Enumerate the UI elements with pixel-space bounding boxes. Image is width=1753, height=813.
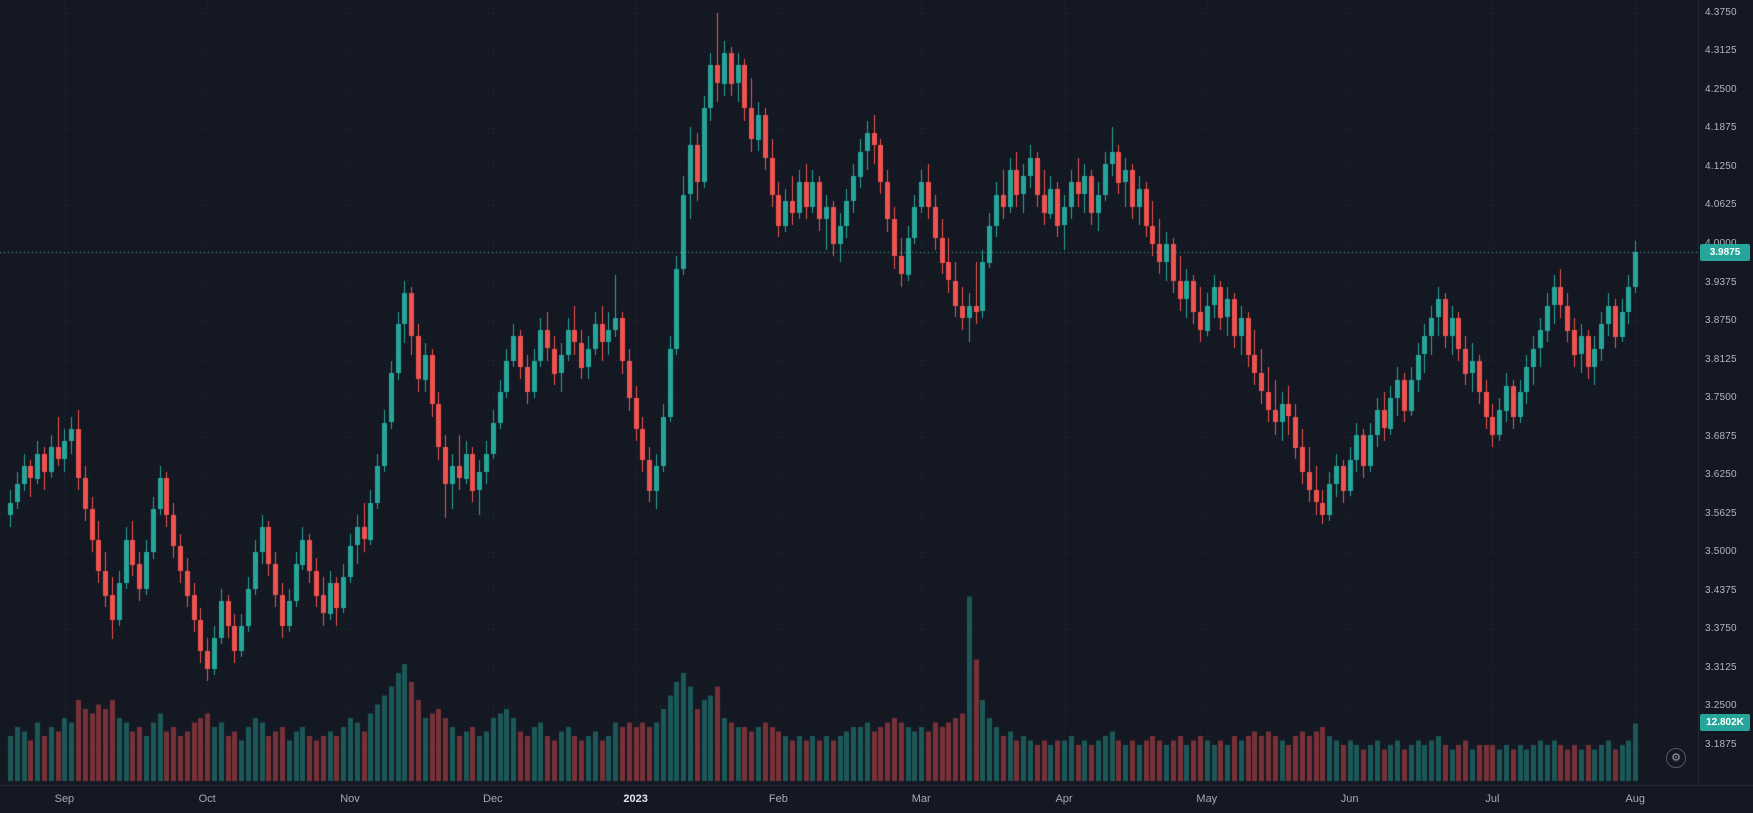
last-price-badge: 3.9875 (1700, 243, 1750, 261)
time-axis-label: Feb (768, 793, 788, 805)
last-volume-badge: 12.802K (1700, 714, 1750, 732)
time-axis-label: Dec (483, 793, 503, 805)
price-axis-label: 4.3125 (1705, 45, 1737, 57)
price-axis-label: 4.3750 (1705, 6, 1737, 18)
price-axis-label: 4.2500 (1705, 83, 1737, 95)
time-axis-label: Mar (911, 793, 931, 805)
time-axis-label: Sep (54, 793, 75, 805)
time-axis-label: Jun (1340, 793, 1359, 805)
time-axis-label: Nov (340, 793, 360, 805)
price-axis-label: 3.6875 (1705, 430, 1737, 442)
price-axis-label: 3.3125 (1705, 661, 1737, 673)
price-axis-label: 4.0625 (1705, 199, 1737, 211)
price-axis-label: 3.8750 (1705, 315, 1737, 327)
price-axis-label: 3.5625 (1705, 507, 1737, 519)
price-axis[interactable]: 3.9875 12.802K 4.3750 4.3125 4.2500 4.1875 4… (1698, 0, 1753, 785)
price-axis-label: 4.1250 (1705, 160, 1737, 172)
price-axis-label: 3.3750 (1705, 623, 1737, 635)
price-axis-label: 3.9375 (1705, 276, 1737, 288)
time-axis-label: Apr (1055, 793, 1073, 805)
price-axis-label: 4.1875 (1705, 122, 1737, 134)
time-axis-label: Jul (1485, 793, 1500, 805)
candlestick-chart-canvas[interactable] (0, 0, 1698, 785)
time-axis-label: May (1196, 793, 1218, 805)
price-axis-label: 4.0000 (1705, 238, 1737, 250)
gear-icon[interactable]: ⚙ (1666, 748, 1686, 768)
time-axis-label: Aug (1625, 793, 1645, 805)
price-axis-label: 3.7500 (1705, 392, 1737, 404)
price-axis-label: 3.5000 (1705, 546, 1737, 558)
price-axis-label: 3.8125 (1705, 353, 1737, 365)
price-axis-label: 3.4375 (1705, 584, 1737, 596)
gear-glyph: ⚙ (1671, 751, 1681, 764)
time-axis-label: Oct (198, 793, 216, 805)
price-axis-label: 3.2500 (1705, 700, 1737, 712)
time-axis-label: 2023 (623, 793, 648, 805)
time-axis[interactable]: Sep Oct Nov Dec 2023 Feb Mar Apr May Jun Jul Aug (0, 785, 1753, 813)
price-axis-label: 3.1875 (1705, 738, 1737, 750)
price-axis-label: 3.6250 (1705, 469, 1737, 481)
